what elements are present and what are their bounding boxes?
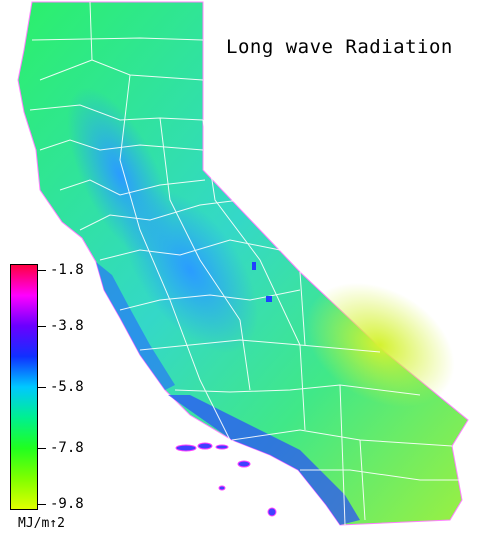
legend-tick — [38, 387, 46, 388]
county-boundaries — [29, 1, 462, 526]
channel-islands — [175, 442, 277, 517]
legend-unit: MJ/m↑2 — [18, 516, 65, 531]
map-title: Long wave Radiation — [226, 36, 453, 58]
legend-tick — [38, 270, 46, 271]
legend-tick — [38, 504, 46, 505]
legend-label: -5.8 — [50, 379, 84, 395]
san-joaquin-region — [121, 187, 259, 353]
legend-tick — [38, 326, 46, 327]
lakes — [252, 262, 272, 302]
legend-tick — [38, 448, 46, 449]
south-coast-region — [168, 395, 360, 525]
legend-label: -3.8 — [50, 318, 84, 334]
legend-label-max: -1.8 — [50, 262, 84, 278]
legend-label: -7.8 — [50, 440, 84, 456]
central-coast-region — [96, 262, 175, 390]
desert-region — [305, 282, 455, 408]
color-scale-bar — [10, 264, 38, 510]
legend-label-min: -9.8 — [50, 496, 84, 512]
